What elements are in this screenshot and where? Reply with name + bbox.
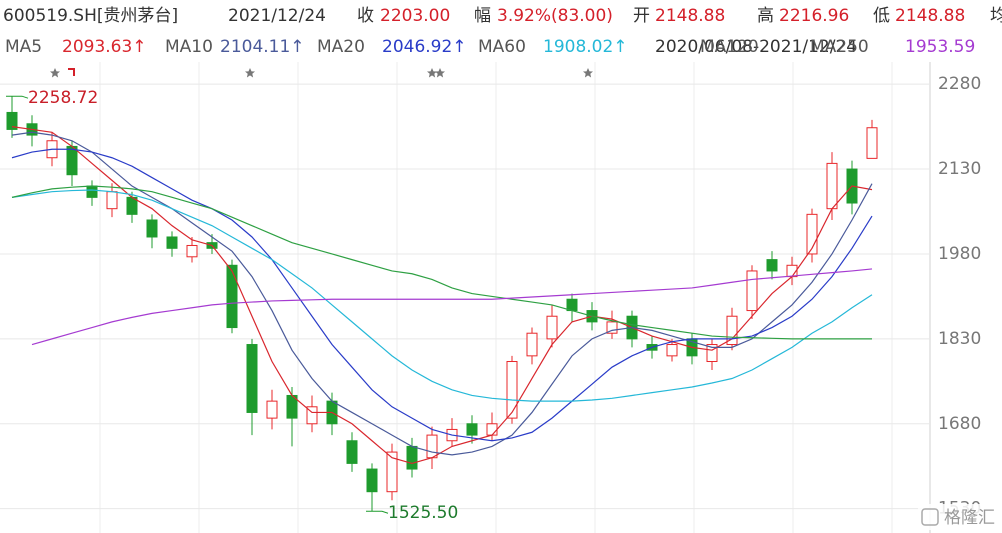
event-star	[435, 68, 445, 78]
y-tick-label: 2130	[938, 159, 981, 179]
candle-body	[506, 361, 518, 419]
event-star	[583, 68, 593, 78]
candle-body	[106, 191, 118, 210]
high-value: 2216.96	[779, 6, 849, 26]
candle-body	[806, 213, 818, 255]
high-label: 高	[757, 6, 774, 26]
open-value: 2148.88	[655, 6, 725, 26]
ma-line	[11, 126, 873, 465]
candle-body	[726, 315, 738, 346]
ma-line	[11, 189, 873, 402]
candle-body	[706, 344, 718, 363]
candle-body	[266, 400, 278, 419]
candle-body	[466, 423, 478, 436]
candle-body	[546, 315, 558, 340]
candle-body	[766, 259, 778, 272]
stock-code: 600519.SH[贵州茅台]	[3, 6, 178, 26]
y-tick-label: 1680	[938, 414, 981, 434]
candle-body	[366, 468, 378, 493]
candle-body	[86, 185, 98, 198]
annotation: 1525.50	[388, 503, 458, 523]
legend-name: MA20	[317, 37, 365, 57]
candle-body	[526, 332, 538, 357]
annotation-leader	[6, 95, 29, 99]
event-marker	[68, 68, 75, 76]
candle-body	[606, 321, 618, 334]
candle-body	[186, 244, 198, 258]
ma-line	[31, 268, 873, 346]
event-star	[245, 68, 255, 78]
close-value: 2203.00	[380, 6, 450, 26]
candle-body	[866, 127, 878, 159]
open-label: 开	[633, 6, 650, 26]
candle-body	[426, 434, 438, 459]
low-value: 2148.88	[895, 6, 965, 26]
watermark: 格隆汇	[944, 508, 995, 528]
event-star	[427, 68, 437, 78]
change-label: 幅	[474, 6, 491, 26]
candle-body	[386, 451, 398, 493]
candle-body	[826, 162, 838, 210]
candle-body	[486, 423, 498, 436]
candle-body	[246, 344, 258, 413]
y-tick-label: 1830	[938, 329, 981, 349]
candle-body	[166, 236, 178, 249]
event-star	[50, 68, 60, 78]
legend-value: 1908.02↑	[543, 37, 628, 57]
date: 2021/12/24	[228, 6, 326, 26]
candle-body	[146, 219, 158, 238]
legend-value: 2046.92↑	[382, 37, 467, 57]
candle-body	[746, 270, 758, 312]
legend-value: 2104.11↑	[220, 37, 305, 57]
legend-name: MA5	[5, 37, 42, 57]
avg-label: 均	[990, 6, 1002, 26]
candle-body	[226, 264, 238, 329]
candle-body	[406, 445, 418, 470]
low-label: 低	[873, 6, 890, 26]
legend-name: MA250	[810, 37, 869, 57]
annotation: 2258.72	[28, 88, 98, 108]
y-tick-label: 2280	[938, 74, 981, 94]
legend-name: MA60	[478, 37, 526, 57]
ma-line	[11, 148, 873, 442]
candle-body	[346, 440, 358, 464]
legend-name: MA120	[700, 37, 759, 57]
ma-line	[11, 131, 873, 456]
y-tick-label: 1980	[938, 244, 981, 264]
legend-value: 2093.63↑	[62, 37, 147, 57]
candle-body	[66, 145, 78, 176]
legend-value: 1953.59	[905, 37, 975, 57]
date-range: 2020/06/08-2021/12/24	[655, 37, 857, 57]
close-label: 收	[357, 6, 374, 26]
candle-body	[6, 111, 18, 130]
candle-body	[566, 298, 578, 312]
change-value: 3.92%(83.00)	[497, 6, 613, 26]
candle-body	[306, 406, 318, 425]
legend-name: MA10	[165, 37, 213, 57]
annotation-leader	[366, 510, 389, 514]
ma-line	[11, 185, 872, 340]
candle-body	[666, 344, 678, 357]
watermark-logo	[921, 508, 939, 526]
